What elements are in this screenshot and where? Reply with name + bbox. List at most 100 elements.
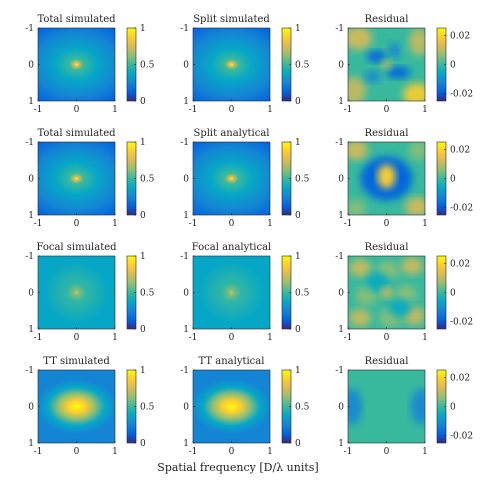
colorbar-tick-label: 0.5 xyxy=(295,403,310,413)
colorbar-tick-label: 0 xyxy=(140,211,146,221)
y-tick-label: 0 xyxy=(183,61,189,71)
y-tick-label: -1 xyxy=(180,24,189,34)
y-tick-label: 1 xyxy=(183,97,189,107)
colorbar-tick-label: 0 xyxy=(140,97,146,107)
panel-title: Total simulated xyxy=(37,128,116,139)
y-tick-label: 1 xyxy=(183,211,189,221)
panel-title: TT simulated xyxy=(43,356,110,367)
y-tick-label: 0 xyxy=(28,403,34,413)
x-tick-label: 0 xyxy=(229,219,235,229)
panel-title: Residual xyxy=(365,242,409,253)
x-tick-label: 1 xyxy=(422,219,428,229)
y-tick-label: -1 xyxy=(25,24,34,34)
colorbar-tick-label: 0.02 xyxy=(450,145,470,155)
x-tick-label: 1 xyxy=(267,447,273,457)
x-tick-label: 0 xyxy=(384,333,390,343)
x-tick-label: 1 xyxy=(422,333,428,343)
x-tick-label: 1 xyxy=(112,333,118,343)
heatmap-panel: Focal analytical-101-1 0 110.50 xyxy=(180,242,309,343)
x-tick-label: 1 xyxy=(112,219,118,229)
colorbar-tick-label: 0 xyxy=(140,439,146,449)
heatmap-panel: Residual-101-1 0 10.020-0.02 xyxy=(335,128,473,229)
heatmap-image xyxy=(38,370,115,443)
heatmap-image xyxy=(348,142,425,215)
colorbar-tick-label: 0 xyxy=(450,61,456,71)
x-tick-label: 1 xyxy=(422,447,428,457)
heatmap-image xyxy=(193,256,270,329)
y-tick-label: -1 xyxy=(335,138,344,148)
colorbar-tick-label: 0 xyxy=(295,211,301,221)
panel-title: Split analytical xyxy=(193,128,269,139)
heatmap-panel: Split simulated-101-1 0 110.50 xyxy=(180,14,309,115)
x-tick-label: -1 xyxy=(189,219,198,229)
x-tick-label: 1 xyxy=(112,105,118,115)
x-tick-label: 0 xyxy=(74,447,80,457)
x-tick-label: -1 xyxy=(189,333,198,343)
colorbar-tick-label: 0.02 xyxy=(450,259,470,269)
heatmap-image xyxy=(38,28,115,101)
colorbar-tick-label: 0.5 xyxy=(140,289,155,299)
x-tick-label: 1 xyxy=(267,105,273,115)
x-tick-label: -1 xyxy=(34,219,43,229)
colorbar-tick-label: 0 xyxy=(295,325,301,335)
x-tick-label: -1 xyxy=(189,105,198,115)
panel-title: Focal simulated xyxy=(36,242,117,253)
y-tick-label: 1 xyxy=(338,325,344,335)
y-tick-label: 1 xyxy=(338,97,344,107)
y-tick-label: 0 xyxy=(28,289,34,299)
y-tick-label: 0 xyxy=(183,403,189,413)
x-tick-label: -1 xyxy=(344,447,353,457)
x-tick-label: -1 xyxy=(34,333,43,343)
y-tick-label: -1 xyxy=(180,138,189,148)
y-tick-label: 0 xyxy=(183,289,189,299)
x-tick-label: -1 xyxy=(34,447,43,457)
y-tick-label: 1 xyxy=(28,211,34,221)
y-tick-label: 1 xyxy=(183,439,189,449)
panel-title: Residual xyxy=(365,14,409,25)
colorbar-tick-label: 0.02 xyxy=(450,373,470,383)
panel-title: Focal analytical xyxy=(192,242,272,253)
heatmap-image xyxy=(348,28,425,101)
y-tick-label: -1 xyxy=(25,366,34,376)
y-tick-label: -1 xyxy=(335,366,344,376)
colorbar-tick-label: 0 xyxy=(295,97,301,107)
heatmap-image xyxy=(348,256,425,329)
y-tick-label: -1 xyxy=(335,252,344,262)
y-tick-label: 0 xyxy=(338,403,344,413)
x-tick-label: -1 xyxy=(344,219,353,229)
panel-title: TT analytical xyxy=(199,356,265,367)
y-tick-label: -1 xyxy=(180,252,189,262)
y-tick-label: -1 xyxy=(335,24,344,34)
y-tick-label: 0 xyxy=(28,61,34,71)
heatmap-panel: TT simulated-101-1 0 110.50 xyxy=(25,356,154,457)
colorbar-tick-label: 1 xyxy=(140,24,146,34)
x-tick-label: 0 xyxy=(74,105,80,115)
y-tick-label: -1 xyxy=(180,366,189,376)
x-tick-label: 0 xyxy=(229,333,235,343)
x-tick-label: -1 xyxy=(344,333,353,343)
heatmap-panel: TT analytical-101-1 0 110.50 xyxy=(180,356,309,457)
heatmap-panel: Split analytical-101-1 0 110.50 xyxy=(180,128,309,229)
y-tick-label: 0 xyxy=(338,175,344,185)
figure-xlabel: Spatial frequency [D/λ units] xyxy=(157,461,318,474)
colorbar-tick-label: 0.5 xyxy=(140,403,155,413)
y-tick-label: -1 xyxy=(25,138,34,148)
panel-title: Residual xyxy=(365,128,409,139)
heatmap-image xyxy=(38,256,115,329)
y-tick-label: 1 xyxy=(28,325,34,335)
colorbar-tick-label: 1 xyxy=(295,24,301,34)
colorbar-tick-label: 1 xyxy=(140,366,146,376)
colorbar-tick-label: 0.5 xyxy=(295,175,310,185)
x-tick-label: 1 xyxy=(267,219,273,229)
colorbar-tick-label: 0 xyxy=(450,403,456,413)
y-tick-label: 0 xyxy=(338,289,344,299)
heatmap-panel: Focal simulated-101-1 0 110.50 xyxy=(25,242,154,343)
colorbar-tick-label: 1 xyxy=(140,252,146,262)
x-tick-label: 0 xyxy=(229,447,235,457)
colorbar-tick-label: 0.5 xyxy=(295,61,310,71)
x-tick-label: 0 xyxy=(384,447,390,457)
colorbar-tick-label: 1 xyxy=(295,366,301,376)
y-tick-label: 1 xyxy=(183,325,189,335)
heatmap-panel: Residual-101-1 0 10.020-0.02 xyxy=(335,242,473,343)
